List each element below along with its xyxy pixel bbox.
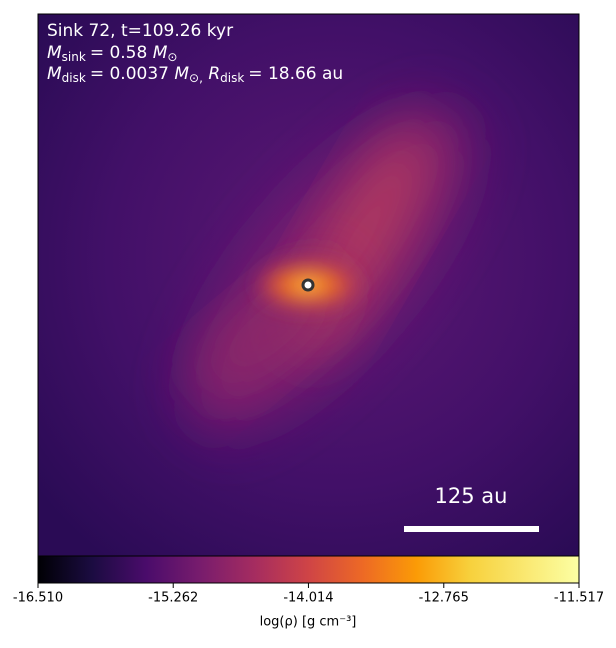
- scale-bar-label: 125 au: [435, 484, 508, 508]
- colorbar-tick-label: -12.765: [419, 591, 469, 606]
- scale-bar: [404, 526, 539, 532]
- density-image: [38, 14, 579, 556]
- colorbar-tick-label: -15.262: [148, 591, 198, 606]
- colorbar-label: log(ρ) [g cm⁻³]: [260, 615, 357, 630]
- colorbar-tick-label: -16.510: [13, 591, 63, 606]
- colorbar: [37, 555, 580, 584]
- title: Sink 72, t=109.26 kyr: [47, 21, 233, 41]
- disk-info: Mdisk = 0.0037 M⊙, Rdisk = 18.66 au: [47, 64, 343, 88]
- colorbar-tick-label: -14.014: [283, 591, 333, 606]
- sink-mass: Msink = 0.58 M⊙: [47, 43, 177, 64]
- colorbar-tick-label: -11.517: [554, 591, 604, 606]
